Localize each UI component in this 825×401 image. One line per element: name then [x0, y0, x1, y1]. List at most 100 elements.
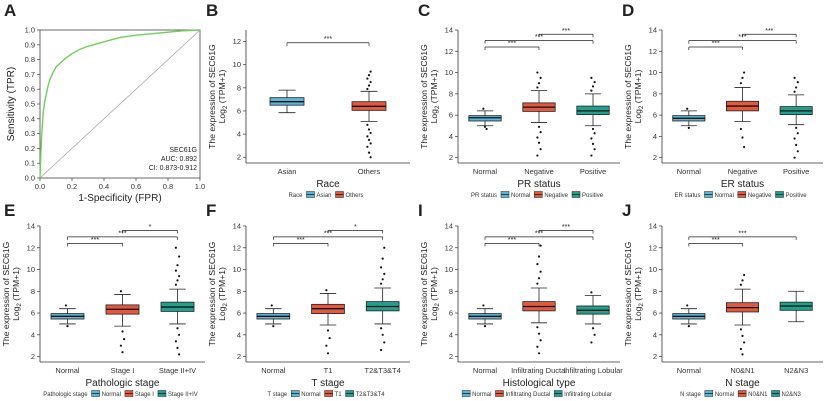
box-infiltrating-ductal	[522, 244, 556, 355]
outlier-point	[270, 304, 273, 307]
outlier-point	[482, 107, 485, 110]
y-tick-label: 0.8	[25, 55, 35, 64]
legend-label: Infiltrating Ductal	[505, 392, 550, 398]
significance-bracket: ***	[688, 230, 797, 240]
outlier-point	[539, 270, 542, 273]
outlier-point	[483, 125, 487, 128]
y-axis-title: The expression of SEC61G	[623, 241, 633, 346]
legend-title: T stage	[267, 392, 288, 398]
outlier-point	[121, 330, 124, 333]
outlier-point	[591, 127, 595, 131]
y-tick-label: 2	[653, 352, 657, 361]
significance-label: *	[149, 224, 152, 231]
panel-a: A 0.0 0.2 0.4 0.6 0.8 1.0 0.0 0.1 0.2 0.3 0.4 0.5 0.6…	[4, 1, 205, 204]
box-negative	[726, 71, 760, 149]
y-tick-label: 0.7	[25, 70, 35, 79]
panel-label: I	[418, 201, 423, 220]
outlier-point	[687, 324, 690, 328]
y-tick-label: 8	[31, 287, 35, 296]
outlier-point	[741, 334, 744, 337]
significance-label: ***	[297, 237, 305, 244]
y-tick-label: 4	[31, 330, 35, 339]
y-axis-subtitle: Log2 (TPM+1)	[11, 267, 23, 321]
outlier-point	[536, 86, 539, 89]
significance-bracket: ***	[484, 34, 594, 44]
x-tick-label: Negative	[524, 167, 554, 176]
outlier-point	[369, 156, 372, 159]
x-tick-label: Normal	[261, 366, 286, 375]
roc-annotation: SEC61G	[169, 147, 197, 154]
box-infiltrating-lobular	[576, 291, 610, 344]
y-tick-label: 6	[653, 309, 657, 318]
y-axis-title: The expression of SEC61G	[419, 44, 429, 149]
y-tick-label: 4	[449, 132, 453, 141]
outlier-point	[739, 328, 743, 331]
y-tick-label: 2	[653, 153, 657, 162]
y-tick-label: 14	[233, 222, 241, 231]
x-tick-label: 0.8	[163, 182, 173, 191]
outlier-point	[174, 340, 177, 343]
legend-label: T2&T3&T4	[356, 392, 386, 398]
y-axis-title: The expression of SEC61G	[207, 44, 217, 149]
roc-curve	[39, 29, 201, 179]
significance-bracket: ***	[67, 230, 178, 240]
outlier-point	[739, 283, 743, 286]
outlier-point	[66, 324, 69, 328]
x-axis-title: N stage	[725, 378, 760, 389]
outlier-point	[123, 338, 126, 341]
outlier-point	[176, 279, 179, 282]
outlier-point	[369, 131, 372, 135]
y-axis-subtitle: Log2 (TPM+1)	[429, 70, 441, 124]
legend-label: N0&N1	[748, 392, 768, 398]
y-tick-label: 6	[449, 309, 453, 318]
outlier-point	[485, 127, 488, 131]
y-tick-label: 14	[445, 26, 453, 35]
outlier-point	[591, 85, 595, 88]
outlier-point	[176, 327, 179, 330]
box-others	[351, 70, 387, 159]
x-tick-label: 0.0	[35, 182, 45, 191]
outlier-point	[369, 70, 372, 73]
x-tick-label: N0&N1	[730, 366, 754, 375]
y-tick-label: 2	[449, 352, 453, 361]
x-tick-label: Normal	[677, 366, 702, 375]
x-tick-label: 0.6	[131, 182, 141, 191]
y-tick-label: 2	[237, 352, 241, 361]
outlier-point	[590, 89, 593, 92]
y-tick-label: 8	[653, 89, 657, 98]
legend-label: T1	[335, 392, 343, 398]
y-tick-label: 0.1	[25, 159, 35, 168]
y-tick-label: 2	[237, 153, 241, 162]
outlier-point	[381, 278, 384, 281]
outlier-point	[369, 80, 372, 84]
outlier-point	[591, 327, 595, 330]
y-tick-label: 4	[449, 330, 453, 339]
legend-label: Infiltrating Lobular	[564, 392, 612, 398]
y-tick-label: 10	[233, 60, 241, 69]
outlier-point	[536, 136, 539, 139]
outlier-point	[539, 76, 542, 79]
outlier-point	[64, 304, 67, 307]
y-tick-label: 0.3	[25, 129, 35, 138]
outlier-point	[366, 77, 369, 80]
y-tick-label: 12	[649, 47, 657, 56]
y-tick-label: 6	[237, 309, 241, 318]
outlier-point	[686, 304, 689, 307]
box-n2-n3	[779, 290, 813, 323]
legend-title: Pathologic stage	[43, 392, 88, 398]
panel-label: D	[622, 1, 634, 20]
outlier-point	[743, 71, 746, 74]
outlier-point	[795, 126, 798, 129]
y-tick-label: 12	[649, 243, 657, 252]
outlier-point	[536, 262, 539, 266]
x-tick-label: N2&N3	[784, 366, 808, 375]
significance-bracket: *	[327, 224, 384, 234]
significance-label: ***	[738, 230, 746, 237]
outlier-point	[796, 81, 799, 84]
x-axis-title: T stage	[311, 378, 345, 389]
legend: PR status Normal Negative Positive	[471, 191, 604, 199]
x-tick-label: Negative	[728, 167, 758, 176]
panel-label: C	[418, 1, 430, 20]
panel-label: B	[206, 1, 218, 20]
outlier-point	[590, 291, 593, 294]
